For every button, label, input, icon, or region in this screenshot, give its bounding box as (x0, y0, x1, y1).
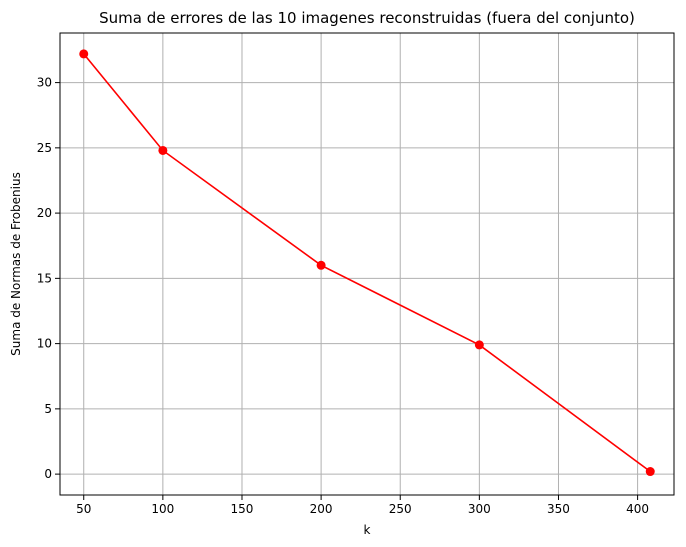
x-tick-label: 400 (626, 502, 649, 516)
x-tick-label: 350 (547, 502, 570, 516)
data-point (316, 260, 326, 270)
x-axis-label: k (364, 523, 371, 537)
series-group (79, 49, 655, 477)
plot-frame (59, 32, 675, 496)
y-tick-label: 5 (44, 402, 52, 416)
y-tick-label: 25 (37, 141, 52, 155)
grid (60, 33, 674, 495)
y-tick-label: 20 (37, 206, 52, 220)
x-tick-label: 50 (76, 502, 91, 516)
x-axis: 50 100 150 200 250 300 350 400 (76, 495, 649, 516)
y-tick-label: 30 (37, 76, 52, 90)
y-tick-label: 10 (37, 337, 52, 351)
y-axis: 0 5 10 15 20 25 30 (37, 76, 60, 481)
x-tick-label: 150 (231, 502, 254, 516)
x-tick-label: 200 (310, 502, 333, 516)
x-tick-label: 100 (151, 502, 174, 516)
y-tick-label: 0 (44, 467, 52, 481)
x-tick-label: 250 (389, 502, 412, 516)
data-point (645, 467, 655, 477)
data-point (79, 49, 89, 59)
data-point (474, 340, 484, 350)
data-point (158, 145, 168, 155)
y-axis-label: Suma de Normas de Frobenius (9, 172, 23, 356)
chart-title: Suma de errores de las 10 imagenes recon… (99, 9, 635, 27)
y-tick-label: 15 (37, 271, 52, 285)
x-tick-label: 300 (468, 502, 491, 516)
